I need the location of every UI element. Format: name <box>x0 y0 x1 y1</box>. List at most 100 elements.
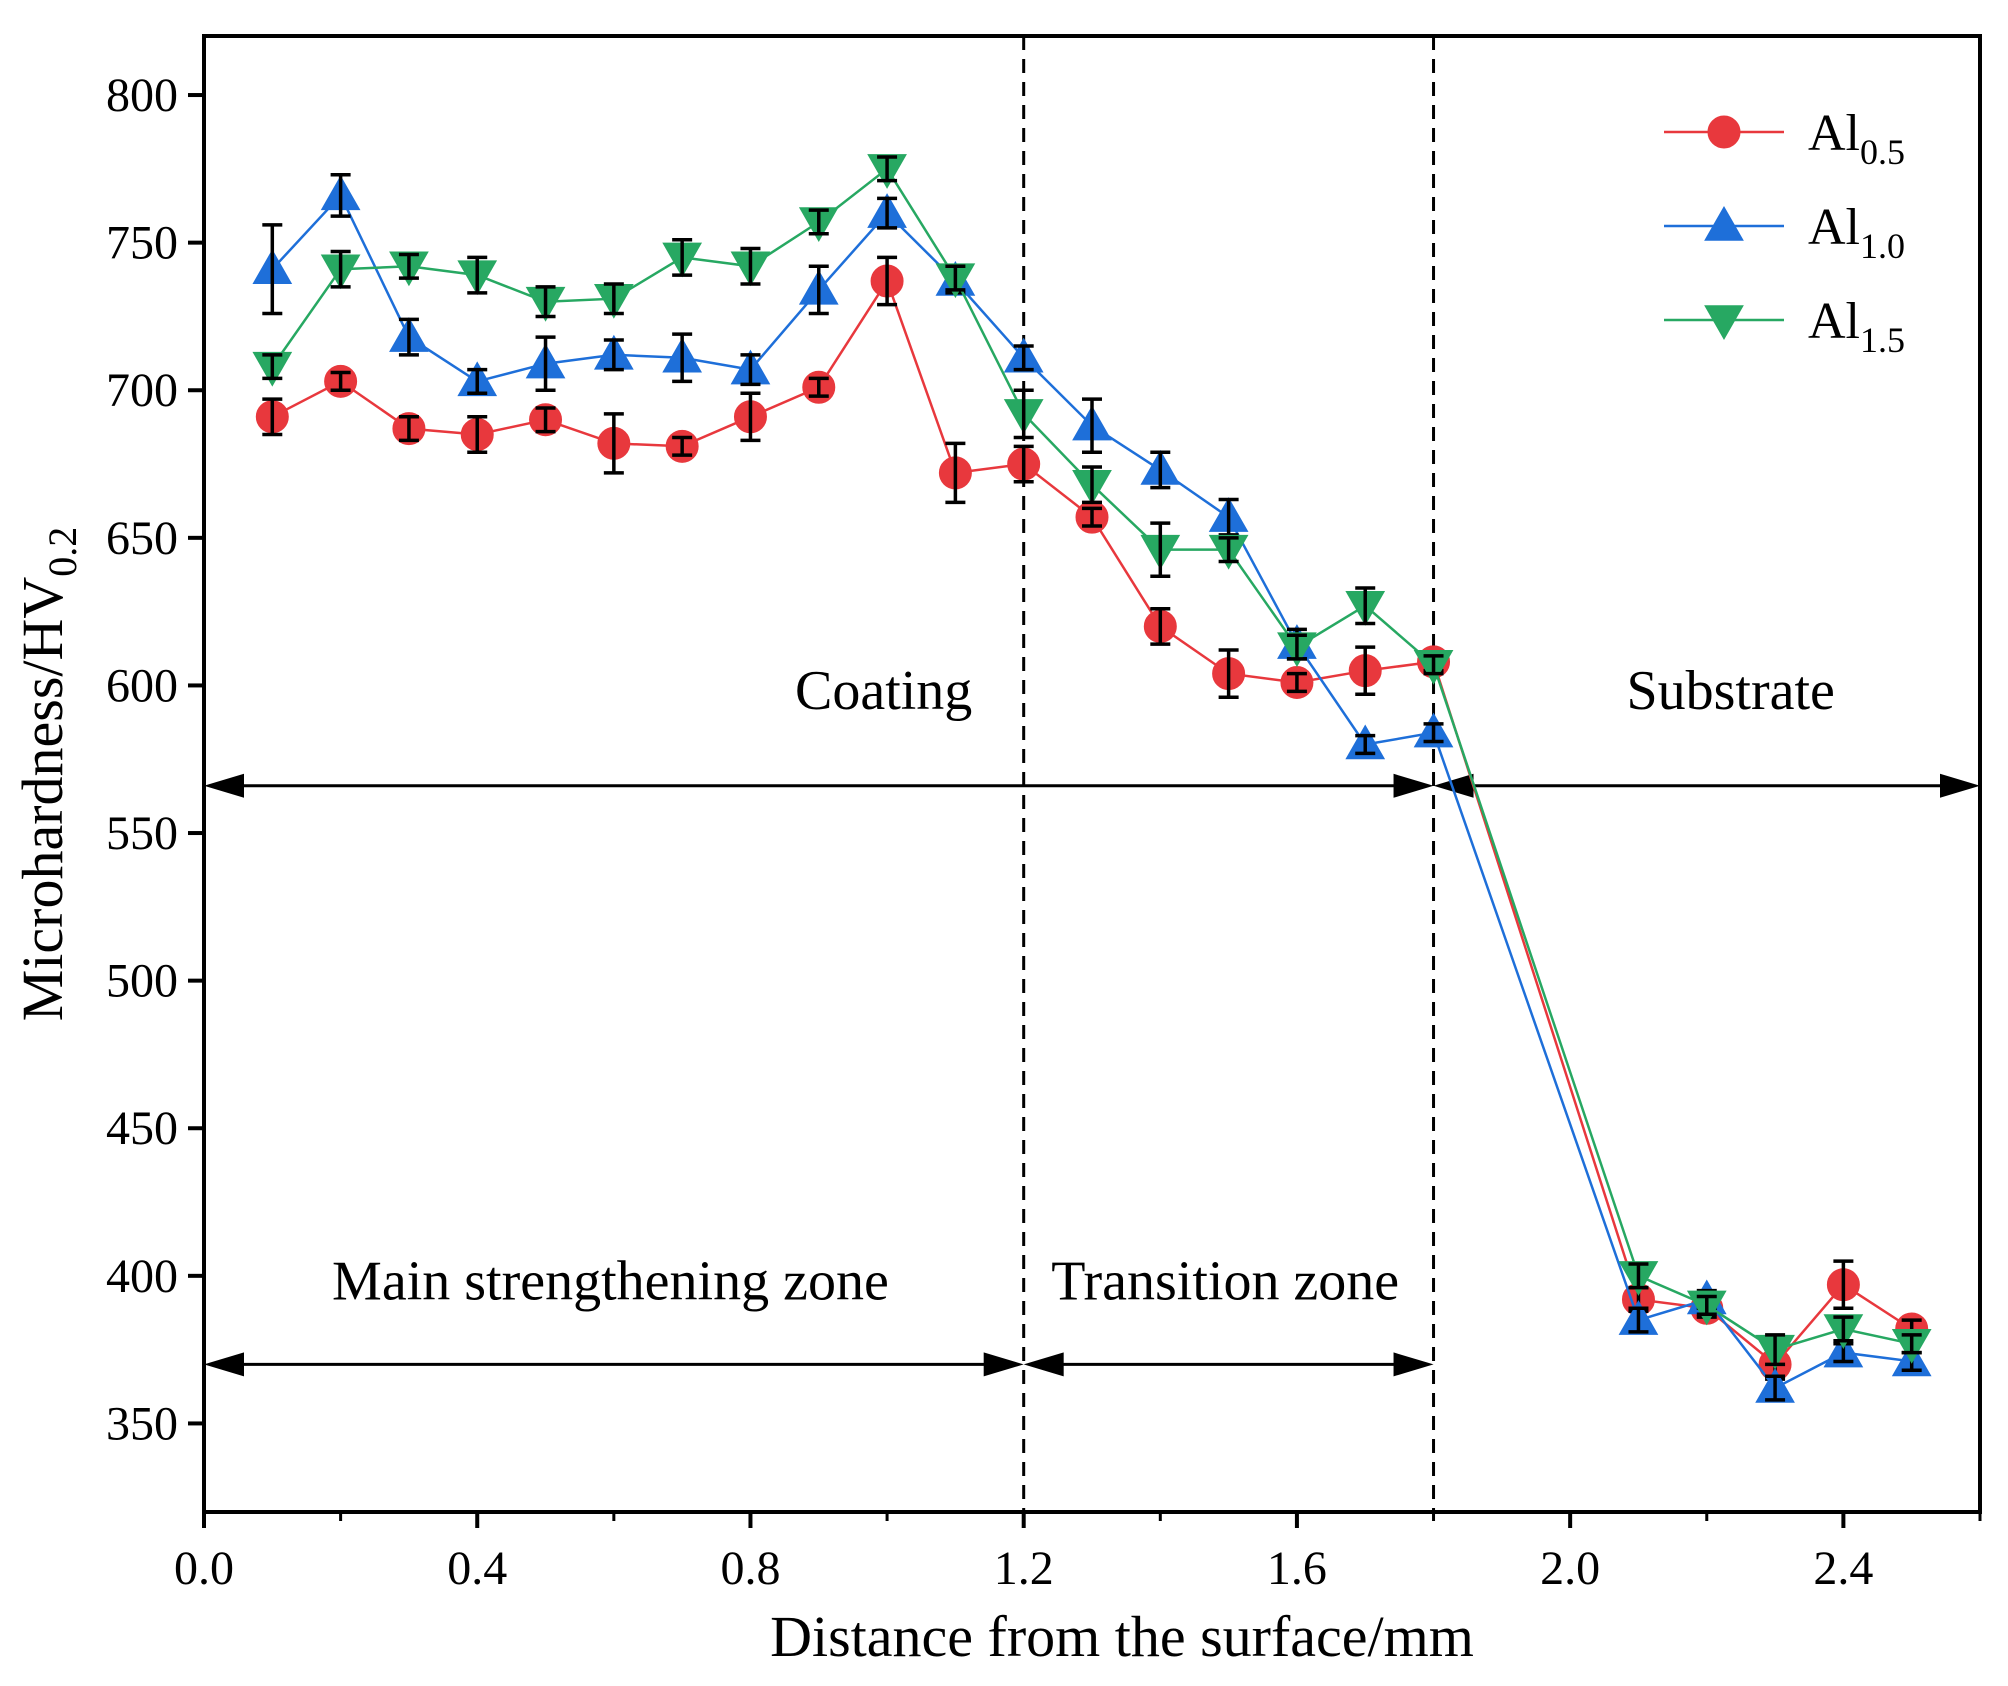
legend-label-main: Al <box>1808 199 1860 256</box>
error-bar-Al1.5 <box>877 155 898 183</box>
error-bar-Al0.5 <box>330 370 351 392</box>
transition-zone-arrow-right-head <box>1393 1352 1434 1377</box>
axes: 0.0 0.4 0.8 1.2 1.6 2.0 2.4 350 400 450 500 550 600 6… <box>106 69 1982 1595</box>
error-bar-Al1.0 <box>1218 497 1239 537</box>
plot-frame <box>202 34 1982 1514</box>
legend-label: Al1.0 <box>1808 199 1905 266</box>
coating-label: Coating <box>795 660 972 722</box>
error-bar-Al1.5 <box>740 246 761 286</box>
error-bar-Al1.5 <box>672 237 693 277</box>
error-bar-Al1.0 <box>1423 722 1444 744</box>
error-bar-Al1.0 <box>1082 397 1102 454</box>
zone-boundaries <box>1022 36 1436 1512</box>
error-bar-Al1.0 <box>672 332 693 384</box>
error-bar-Al1.0 <box>603 338 624 372</box>
y-tick-label: 600 <box>106 659 178 712</box>
transition-zone-label: Transition zone <box>1051 1250 1399 1312</box>
y-tick-label: 800 <box>106 69 178 122</box>
legend-label-sub: 0.5 <box>1860 132 1905 172</box>
error-bar-Al1.0 <box>1150 450 1171 490</box>
error-bar-Al1.0 <box>467 367 488 395</box>
y-axis-label: Microhardness/HV0.2 <box>10 527 85 1022</box>
main-zone-arrow-left-head <box>204 1352 244 1377</box>
error-bar-Al1.5 <box>330 249 351 289</box>
y-tick-label: 650 <box>106 512 178 565</box>
error-bar-Al0.5 <box>877 255 898 307</box>
error-bar-Al1.5 <box>808 208 829 236</box>
x-tick-label: 1.6 <box>1267 1542 1327 1595</box>
error-bar-Al1.0 <box>740 353 761 387</box>
legend-item-Al0.5: Al0.5 <box>1664 105 1905 172</box>
y-tick-label: 500 <box>106 955 178 1008</box>
error-bar-Al1.5 <box>1150 521 1171 578</box>
legend-marker <box>1704 205 1744 241</box>
error-bar-Al0.5 <box>1013 444 1034 484</box>
x-tick-label: 1.2 <box>994 1542 1054 1595</box>
substrate-label: Substrate <box>1626 660 1834 722</box>
legend-label-main: Al <box>1808 105 1860 162</box>
error-bar-Al1.0 <box>535 335 556 392</box>
error-bar-Al1.5 <box>1765 1333 1786 1367</box>
y-tick-label: 700 <box>106 364 178 417</box>
error-bar-Al1.5 <box>262 353 283 381</box>
error-bar-Al1.0 <box>1355 733 1376 756</box>
error-bar-Al1.5 <box>603 282 624 316</box>
legend-item-Al1.5: Al1.5 <box>1664 293 1905 360</box>
legend-item-Al1.0: Al1.0 <box>1664 199 1905 266</box>
y-tick-label: 350 <box>106 1397 178 1450</box>
error-bar-Al0.5 <box>1355 645 1376 697</box>
legend-marker <box>1704 305 1744 341</box>
x-tick-label: 2.0 <box>1540 1542 1600 1595</box>
error-bar-Al0.5 <box>467 415 488 454</box>
error-bar-Al1.5 <box>1628 1262 1649 1290</box>
error-bar-Al1.0 <box>262 223 283 316</box>
plot-area <box>204 36 1980 1512</box>
main-zone-label: Main strengthening zone <box>332 1250 889 1312</box>
error-bar-Al1.5 <box>1833 1315 1854 1343</box>
legend-label: Al1.5 <box>1808 293 1905 360</box>
error-bar-Al1.5 <box>1355 586 1376 626</box>
main-zone-arrow-right-head <box>983 1352 1024 1377</box>
error-bar-Al1.5 <box>1696 1294 1717 1316</box>
coating-arrow-right-head <box>1393 773 1434 798</box>
error-bar-Al0.5 <box>535 406 556 434</box>
y-tick-label: 750 <box>106 217 178 270</box>
error-bar-Al1.0 <box>808 264 829 316</box>
legend-label-sub: 1.5 <box>1860 320 1905 360</box>
error-bar-Al1.5 <box>1013 388 1034 440</box>
legend-label-sub: 1.0 <box>1860 226 1905 266</box>
x-tick-label: 0.0 <box>174 1542 234 1595</box>
zone-annotations: Coating Substrate Main strengthening zone T… <box>332 660 1835 1312</box>
series-Al1.0 <box>252 172 1932 1403</box>
error-bar-Al1.5 <box>1286 633 1307 661</box>
y-tick-label: 450 <box>106 1102 178 1155</box>
error-bar-Al1.5 <box>1423 654 1444 676</box>
error-bar-Al1.5 <box>1901 1333 1922 1355</box>
error-bar-Al1.5 <box>1082 465 1102 505</box>
y-tick-label: 550 <box>106 807 178 860</box>
error-bar-Al1.5 <box>1218 536 1239 564</box>
error-bar-Al1.0 <box>330 172 351 218</box>
legend-marker <box>1707 115 1741 149</box>
legend-label-main: Al <box>1808 293 1860 350</box>
error-bar-Al1.0 <box>398 317 419 357</box>
x-tick-label: 0.8 <box>720 1542 780 1595</box>
error-bar-Al1.5 <box>535 285 556 319</box>
error-bar-Al1.5 <box>398 252 419 280</box>
coating-arrow-left-head <box>204 773 244 798</box>
error-bar-Al0.5 <box>740 391 761 443</box>
error-bar-Al1.5 <box>467 255 488 295</box>
y-axis-label-main: Microhardness/HV <box>10 577 75 1022</box>
zone-arrows <box>204 773 1980 1377</box>
error-bar-Al1.5 <box>945 264 966 292</box>
series-Al1.5 <box>252 154 1932 1370</box>
y-tick-label: 400 <box>106 1250 178 1303</box>
error-bar-Al0.5 <box>1150 606 1171 646</box>
error-bar-Al0.5 <box>672 435 693 457</box>
error-bar-Al0.5 <box>1082 506 1102 528</box>
legend-label: Al0.5 <box>1808 105 1905 172</box>
data-series <box>252 154 1932 1403</box>
error-bar-Al1.0 <box>877 196 898 230</box>
